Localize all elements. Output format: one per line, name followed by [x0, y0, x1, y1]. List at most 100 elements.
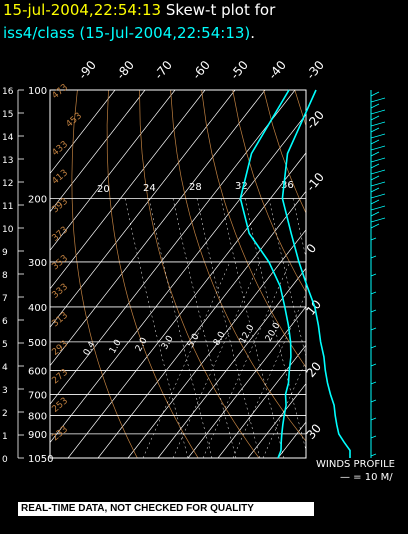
wind-barb — [370, 223, 380, 229]
plot-frame — [49, 89, 307, 459]
moist-adiabat-line — [124, 198, 189, 458]
dry-adiabat-line — [388, 90, 408, 458]
dry-adiabat-line — [106, 90, 199, 458]
wind-barb — [370, 345, 377, 349]
moist-adiabat-line — [268, 198, 306, 358]
isotherm-line — [67, 152, 306, 458]
pressure-label: 1050 — [28, 454, 53, 465]
isotherm-line — [338, 90, 408, 458]
mixing-ratio-line — [142, 261, 231, 458]
pressure-label: 300 — [28, 258, 47, 269]
right-temperature-label: -10 — [304, 170, 327, 194]
dry-adiabat-line — [357, 90, 408, 458]
wind-barb — [370, 399, 377, 403]
moisture-label: 5.0 — [186, 332, 202, 350]
dry-adiabat-line — [232, 90, 306, 293]
height-label: 6 — [2, 317, 8, 327]
pressure-label: 800 — [28, 411, 47, 422]
wind-barb — [370, 157, 386, 163]
height-label: 1 — [2, 432, 8, 442]
isotherm-line — [217, 344, 306, 458]
mixing-ratio-line — [262, 360, 306, 458]
isotherm-line — [50, 113, 306, 444]
moisture-label: 1.0 — [108, 338, 124, 356]
moist-adiabat-line — [148, 198, 213, 458]
dry-adiabat-line — [170, 90, 306, 442]
top-temperature-label: -90 — [76, 58, 99, 82]
pressure-label: 500 — [28, 338, 47, 349]
wind-barb — [370, 205, 386, 211]
height-label: 2 — [2, 409, 8, 419]
height-label: 5 — [2, 340, 8, 350]
dry-adiabat-label: 353 — [51, 254, 71, 273]
height-label: 10 — [2, 225, 14, 235]
dry-adiabat-label: 253 — [51, 396, 71, 415]
dry-adiabat-line — [139, 90, 260, 458]
isotherm-line — [50, 90, 236, 328]
isotherm-line — [97, 190, 306, 458]
wind-barb — [370, 103, 380, 109]
wind-barb — [370, 151, 380, 157]
winds-scale-label: — = 10 M/ — [340, 472, 393, 483]
wind-barb — [370, 109, 386, 115]
top-temperature-label: -30 — [304, 58, 327, 82]
pressure-label: 900 — [28, 430, 47, 441]
isotherm-line — [50, 90, 206, 290]
dry-adiabat-label: 413 — [51, 168, 71, 187]
mixing-ratio-line — [172, 261, 261, 458]
isotherm-line — [398, 90, 408, 458]
top-temperature-label: -50 — [228, 58, 251, 82]
pressure-label: 400 — [28, 303, 47, 314]
wind-barb — [370, 381, 377, 385]
wind-barb — [370, 453, 377, 457]
pressure-label: 600 — [28, 366, 47, 377]
wind-barb — [370, 91, 380, 97]
moisture-label: 2.0 — [134, 336, 150, 354]
right-temperature-label: 30 — [304, 421, 325, 442]
wind-barb — [370, 309, 377, 313]
pressure-label: 700 — [28, 391, 47, 402]
isotherm-line — [157, 267, 306, 458]
wind-barb — [370, 145, 386, 151]
dry-adiabat-label: 233 — [51, 425, 71, 444]
height-label: 4 — [2, 363, 8, 373]
height-label: 12 — [2, 179, 13, 189]
top-temperature-label: -70 — [152, 58, 175, 82]
dry-adiabat-label: 453 — [65, 111, 85, 130]
pressure-label: 200 — [28, 194, 47, 205]
top-temperature-label: -80 — [114, 58, 137, 82]
isotherm-line — [50, 90, 146, 213]
height-label: 3 — [2, 386, 8, 396]
moist-adiabat-line — [196, 198, 261, 458]
wind-barb — [370, 97, 386, 103]
height-label: 9 — [2, 248, 8, 258]
mixing-ratio-label: 20 — [97, 184, 110, 195]
height-label: 7 — [2, 294, 8, 304]
height-label: 14 — [2, 133, 14, 143]
dry-adiabat-line — [201, 90, 306, 368]
right-temperature-label: 10 — [304, 297, 325, 318]
isotherm-line — [127, 229, 306, 458]
disclaimer-banner: REAL-TIME DATA, NOT CHECKED FOR QUALITY — [18, 502, 314, 516]
subtitle-period: . — [250, 24, 256, 42]
wind-barb — [370, 255, 377, 259]
moist-adiabat-line — [292, 198, 306, 259]
mixing-ratio-line — [202, 261, 291, 458]
isotherm-line — [308, 90, 408, 458]
wind-barb — [370, 163, 380, 169]
isotherm-line — [368, 90, 408, 458]
mixing-ratio-label: 24 — [143, 183, 156, 194]
wind-barb — [370, 435, 377, 439]
wind-barb — [370, 291, 377, 295]
wind-barb — [370, 169, 386, 175]
wind-barb — [370, 181, 386, 187]
height-label: 13 — [2, 156, 13, 166]
mixing-ratio-label: 36 — [281, 180, 294, 191]
dry-adiabat-line — [71, 90, 138, 458]
wind-barb — [370, 127, 380, 133]
title-text: Skew-t plot for — [165, 1, 276, 19]
pressure-label: 100 — [28, 86, 47, 97]
dewpoint-trace — [239, 89, 292, 459]
chart-title: 15-jul-2004,22:54:13 Skew-t plot for — [3, 1, 275, 19]
